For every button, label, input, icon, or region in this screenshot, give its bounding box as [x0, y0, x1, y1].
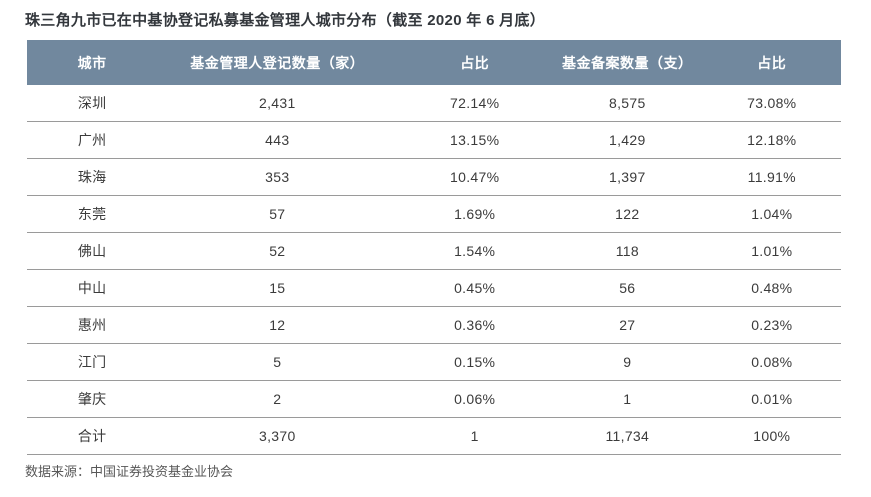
cell-fund-count: 122 — [552, 195, 703, 233]
cell-fund-count: 1,397 — [552, 158, 703, 196]
table-row-guangzhou: 广州 443 13.15% 1,429 12.18% — [27, 121, 841, 159]
column-header-manager-count: 基金管理人登记数量（家） — [157, 40, 398, 85]
cell-fund-count: 27 — [552, 306, 703, 344]
cell-manager-count: 3,370 — [157, 417, 398, 455]
cell-city: 深圳 — [27, 85, 158, 122]
data-source-note: 数据来源：中国证券投资基金业协会 — [25, 464, 234, 479]
column-header-fund-count: 基金备案数量（支） — [552, 40, 703, 85]
cell-manager-share: 13.15% — [397, 121, 553, 159]
cell-manager-share: 1 — [397, 417, 553, 455]
cell-manager-count: 52 — [157, 232, 398, 270]
cell-manager-count: 12 — [157, 306, 398, 344]
cell-fund-share: 12.18% — [702, 121, 841, 159]
table-row-jiangmen: 江门 5 0.15% 9 0.08% — [27, 343, 841, 381]
table-row-total: 合计 3,370 1 11,734 100% — [27, 417, 841, 455]
table-row-foshan: 佛山 52 1.54% 118 1.01% — [27, 232, 841, 270]
cell-manager-share: 0.36% — [397, 306, 553, 344]
cell-fund-share: 1.04% — [702, 195, 841, 233]
cell-fund-share: 11.91% — [702, 158, 841, 196]
table-row-dongguan: 东莞 57 1.69% 122 1.04% — [27, 195, 841, 233]
cell-city: 合计 — [27, 417, 158, 455]
cell-manager-count: 15 — [157, 269, 398, 307]
cell-fund-share: 100% — [702, 417, 841, 455]
cell-manager-share: 1.69% — [397, 195, 553, 233]
table-header: 城市 基金管理人登记数量（家） 占比 基金备案数量（支） 占比 — [27, 40, 841, 85]
cell-manager-share: 0.15% — [397, 343, 553, 381]
table-row-zhongshan: 中山 15 0.45% 56 0.48% — [27, 269, 841, 307]
cell-fund-count: 1 — [552, 380, 703, 418]
cell-city: 江门 — [27, 343, 158, 381]
cell-manager-count: 57 — [157, 195, 398, 233]
cell-city: 肇庆 — [27, 380, 158, 418]
cell-city: 广州 — [27, 121, 158, 159]
cell-city: 佛山 — [27, 232, 158, 270]
cell-manager-count: 2 — [157, 380, 398, 418]
cell-manager-share: 0.06% — [397, 380, 553, 418]
cell-fund-share: 73.08% — [702, 85, 841, 122]
cell-city: 东莞 — [27, 195, 158, 233]
cell-manager-share: 1.54% — [397, 232, 553, 270]
table-row-shenzhen: 深圳 2,431 72.14% 8,575 73.08% — [27, 85, 841, 122]
cell-fund-share: 1.01% — [702, 232, 841, 270]
page-title: 珠三角九市已在中基协登记私募基金管理人城市分布（截至 2020 年 6 月底） — [25, 12, 546, 29]
cell-fund-count: 9 — [552, 343, 703, 381]
cell-fund-count: 1,429 — [552, 121, 703, 159]
column-header-manager-share: 占比 — [397, 40, 553, 85]
cell-city: 惠州 — [27, 306, 158, 344]
cell-manager-count: 353 — [157, 158, 398, 196]
cell-manager-count: 5 — [157, 343, 398, 381]
table-row-zhuhai: 珠海 353 10.47% 1,397 11.91% — [27, 158, 841, 196]
table-body: 深圳 2,431 72.14% 8,575 73.08% 广州 443 13.1… — [27, 85, 841, 455]
cell-manager-share: 72.14% — [397, 85, 553, 122]
column-header-fund-share: 占比 — [702, 40, 841, 85]
cell-fund-count: 8,575 — [552, 85, 703, 122]
data-table: 城市 基金管理人登记数量（家） 占比 基金备案数量（支） 占比 深圳 2,431… — [27, 40, 841, 455]
cell-fund-count: 11,734 — [552, 417, 703, 455]
cell-fund-share: 0.01% — [702, 380, 841, 418]
table-row-huizhou: 惠州 12 0.36% 27 0.23% — [27, 306, 841, 344]
cell-city: 珠海 — [27, 158, 158, 196]
cell-fund-count: 118 — [552, 232, 703, 270]
column-header-city: 城市 — [27, 40, 158, 85]
cell-manager-count: 443 — [157, 121, 398, 159]
table-row-zhaoqing: 肇庆 2 0.06% 1 0.01% — [27, 380, 841, 418]
table-header-row: 城市 基金管理人登记数量（家） 占比 基金备案数量（支） 占比 — [27, 40, 841, 85]
cell-fund-share: 0.08% — [702, 343, 841, 381]
cell-manager-share: 0.45% — [397, 269, 553, 307]
cell-manager-share: 10.47% — [397, 158, 553, 196]
cell-city: 中山 — [27, 269, 158, 307]
cell-fund-share: 0.23% — [702, 306, 841, 344]
cell-manager-count: 2,431 — [157, 85, 398, 122]
cell-fund-share: 0.48% — [702, 269, 841, 307]
cell-fund-count: 56 — [552, 269, 703, 307]
